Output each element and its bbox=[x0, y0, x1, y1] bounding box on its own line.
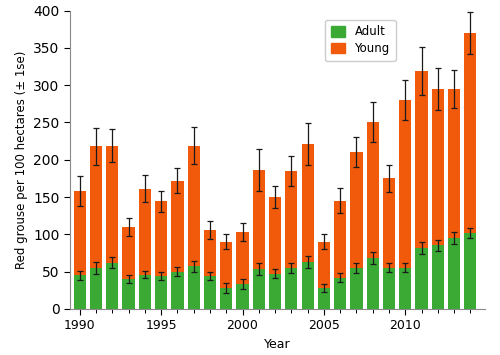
Bar bbox=[448, 238, 460, 309]
Bar bbox=[464, 233, 476, 309]
Bar bbox=[106, 263, 118, 309]
Bar bbox=[236, 232, 248, 284]
Bar bbox=[204, 276, 216, 309]
Bar bbox=[106, 146, 118, 263]
Bar bbox=[90, 146, 102, 268]
Legend: Adult, Young: Adult, Young bbox=[325, 20, 396, 61]
Bar bbox=[350, 152, 362, 268]
Bar bbox=[122, 279, 134, 309]
Bar bbox=[383, 178, 395, 268]
Bar bbox=[155, 276, 167, 309]
Bar bbox=[302, 262, 314, 309]
Bar bbox=[252, 269, 265, 309]
Bar bbox=[155, 202, 167, 276]
Bar bbox=[252, 170, 265, 269]
Bar bbox=[139, 189, 151, 274]
Y-axis label: Red grouse per 100 hectares (± 1se): Red grouse per 100 hectares (± 1se) bbox=[14, 50, 28, 269]
Bar bbox=[432, 89, 444, 246]
Bar bbox=[366, 122, 379, 258]
Bar bbox=[399, 100, 411, 268]
Bar bbox=[188, 266, 200, 309]
Bar bbox=[172, 272, 183, 309]
Bar bbox=[383, 268, 395, 309]
Bar bbox=[90, 268, 102, 309]
Bar bbox=[269, 274, 281, 309]
Bar bbox=[416, 248, 428, 309]
Bar bbox=[269, 197, 281, 274]
Bar bbox=[399, 268, 411, 309]
X-axis label: Year: Year bbox=[264, 338, 291, 351]
Bar bbox=[74, 275, 86, 309]
Bar bbox=[172, 181, 183, 272]
Bar bbox=[448, 89, 460, 238]
Bar bbox=[416, 71, 428, 248]
Bar bbox=[318, 242, 330, 288]
Bar bbox=[74, 191, 86, 275]
Bar bbox=[188, 146, 200, 266]
Bar bbox=[302, 144, 314, 262]
Bar bbox=[285, 268, 298, 309]
Bar bbox=[432, 246, 444, 309]
Bar bbox=[285, 171, 298, 268]
Bar bbox=[334, 278, 346, 309]
Bar bbox=[366, 258, 379, 309]
Bar bbox=[220, 288, 232, 309]
Bar bbox=[139, 274, 151, 309]
Bar bbox=[122, 227, 134, 279]
Bar bbox=[204, 230, 216, 276]
Bar bbox=[236, 284, 248, 309]
Bar bbox=[464, 33, 476, 233]
Bar bbox=[334, 201, 346, 278]
Bar bbox=[350, 268, 362, 309]
Bar bbox=[220, 242, 232, 288]
Bar bbox=[318, 288, 330, 309]
